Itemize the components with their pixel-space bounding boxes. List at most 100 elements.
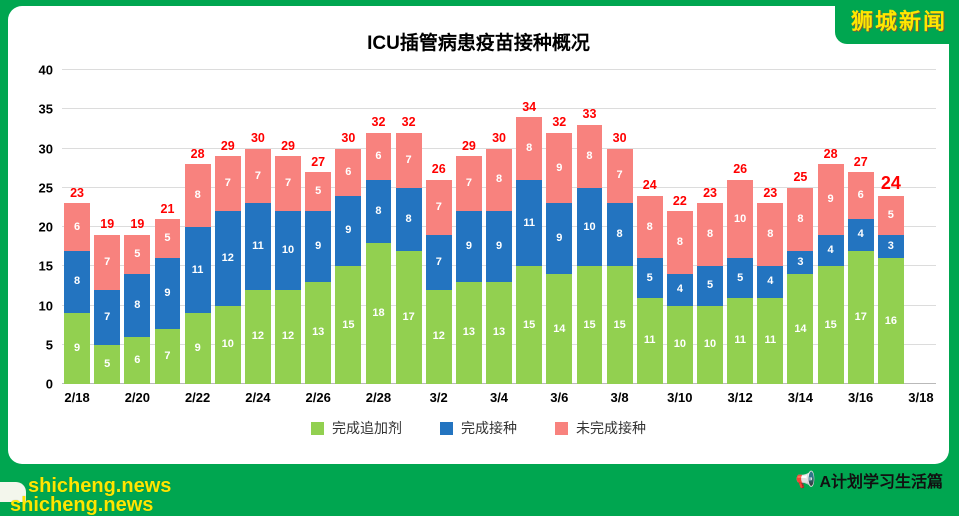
bar-slot: 9 8 6 23 [62,70,92,384]
bar-segment: 4 [666,274,693,306]
bar-segment: 5 [636,258,663,298]
bar-group: 15 8 7 [606,148,633,384]
bar-group: 12 11 7 [244,148,271,384]
legend-label: 完成追加剂 [332,420,402,436]
bar-group: 13 9 5 [305,172,332,384]
legend-swatch [440,421,453,435]
bar-segment: 4 [817,234,844,267]
bar-group: 11 5 8 [636,195,663,384]
x-tick-label: 2/20 [124,390,150,405]
bar-total-label: 32 [401,115,416,130]
bar-slot: 12 11 7 30 [243,70,273,384]
bar-group: 12 10 7 [275,156,301,384]
bar-slot: 17 4 6 27 [846,70,876,384]
y-tick-label: 15 [38,258,53,274]
bar-total-label: 26 [431,162,446,177]
x-tick-label: 2/18 [64,390,90,405]
bar-segment: 12 [275,289,301,384]
bar-segment: 7 [455,156,482,212]
bar-segment: 9 [546,203,573,275]
bar-segment: 12 [425,289,452,384]
bar-slot: 11 5 10 26 [725,70,755,384]
bar-segment: 7 [425,234,452,290]
bar-segment: 5 [727,258,754,298]
x-tick-label: 3/10 [667,390,693,405]
x-tick-label: 3/14 [787,390,814,405]
bar-segment: 9 [546,132,573,204]
bar-total-label: 28 [823,146,838,161]
bar-slot: 18 8 6 32 [363,70,393,384]
bar-group: 13 9 8 [486,148,512,384]
bar-segment: 11 [636,297,663,384]
legend-label: 未完成接种 [576,420,646,436]
bar-segment: 7 [94,234,121,290]
bar-segment: 5 [94,344,121,384]
bar-slot: 12 10 7 29 [273,70,303,384]
bar-slot [906,70,936,384]
bar-segment: 11 [757,297,784,384]
x-tick-label: 2/24 [245,390,271,405]
bar-segment: 9 [817,164,844,235]
y-tick-label: 0 [45,376,53,392]
bar-total-label: 30 [250,131,265,145]
bar-segment: 9 [486,211,512,282]
legend-item: 未完成接种 [555,418,646,438]
bar-total-label: 24 [880,172,901,193]
bar-segment: 10 [275,211,301,290]
bar-segment: 8 [606,203,633,267]
bar-slot: 15 8 7 30 [605,70,635,384]
legend-swatch [311,421,324,435]
bar-segment: 8 [184,164,211,228]
bar-total-label: 24 [642,178,657,193]
bar-total-label: 32 [371,115,386,130]
bar-segment: 14 [546,274,573,384]
legend-item: 完成接种 [440,418,517,438]
bar-segment: 8 [516,117,543,180]
x-tick-label: 2/26 [305,390,331,405]
watermark-clipped: shicheng.news [10,494,154,516]
bar-segment: 15 [817,266,844,384]
bar-segment: 5 [305,172,332,212]
bar-total-label: 27 [311,154,326,169]
bar-segment: 3 [877,234,904,259]
x-tick-label: 2/28 [365,390,392,405]
bar-segment: 12 [244,289,271,384]
bar-segment: 6 [335,148,362,196]
bar-group: 10 4 8 [666,211,693,384]
bar-slot: 12 7 7 26 [424,70,454,384]
bar-segment: 9 [64,313,91,384]
bar-segment: 15 [335,266,362,384]
bar-slot: 6 8 5 19 [122,70,152,384]
bar-group: 15 10 8 [576,124,603,384]
bar-segment: 8 [666,211,693,275]
bar-segment: 7 [425,179,452,235]
gridline [62,69,936,70]
bar-segment: 5 [697,266,723,306]
bar-segment: 5 [124,234,151,275]
gridline [62,147,936,149]
bar-segment: 8 [395,187,422,251]
bar-slot: 13 9 8 30 [484,70,514,384]
x-tick-label: 3/6 [550,390,569,405]
bar-segment: 4 [757,266,784,298]
bar-total-label: 22 [672,193,687,208]
bar-slot: 14 3 8 25 [785,70,815,384]
x-tick-label: 3/12 [727,390,753,405]
bar-segment: 7 [154,329,181,384]
bar-slot: 11 4 8 23 [755,70,785,384]
bar-total-label: 30 [492,131,506,145]
footer-credit: 📢 A计划学习生活篇 [796,468,943,492]
bar-segment: 10 [576,187,603,267]
bar-segment: 8 [697,203,723,267]
bar-segment: 10 [727,179,754,259]
bar-group: 14 9 9 [546,132,573,384]
bar-segment: 8 [576,124,603,188]
bar-segment: 8 [365,179,392,243]
legend: 完成追加剂 完成接种 未完成接种 [8,418,949,438]
bar-segment: 14 [787,274,814,384]
bar-group: 17 4 6 [847,172,874,384]
bar-group: 15 4 9 [817,164,844,384]
bar-segment: 10 [666,305,693,384]
